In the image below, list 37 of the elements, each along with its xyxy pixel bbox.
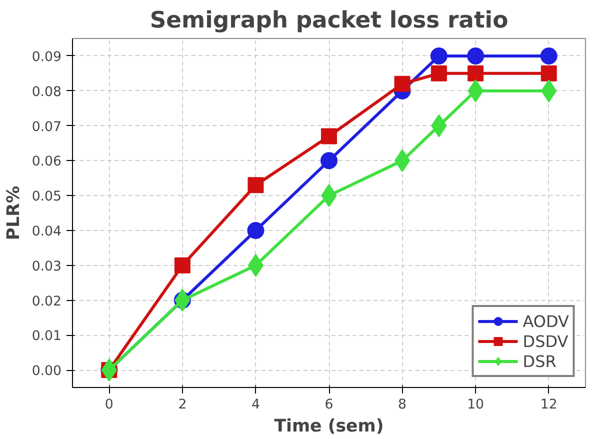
legend-label: AODV: [522, 312, 569, 330]
y-tick-label: 0.07: [32, 120, 62, 135]
point: [394, 76, 410, 92]
point: [248, 254, 264, 277]
y-axis-title: PLR%: [4, 186, 24, 240]
point: [467, 47, 484, 64]
point: [430, 65, 447, 82]
x-tick-label: 0: [104, 398, 114, 412]
point: [540, 65, 557, 82]
x-tick-label: 12: [540, 398, 558, 412]
point: [320, 152, 338, 170]
y-tick-label: 0.05: [32, 190, 62, 205]
legend-label: DSR: [522, 352, 556, 370]
chart-title: Semigraph packet loss ratio: [150, 8, 508, 34]
y-tick-label: 0.09: [32, 50, 62, 65]
x-tick-label: 8: [398, 398, 407, 412]
point: [321, 128, 337, 144]
y-tick-label: 0.00: [32, 364, 62, 380]
point: [248, 177, 264, 194]
point: [468, 65, 484, 82]
y-tick-label: 0.02: [32, 294, 62, 310]
y-tick-label: 0.04: [32, 224, 62, 240]
x-tick-label: 10: [467, 398, 484, 412]
y-tick-label: 0.06: [32, 154, 62, 170]
point: [430, 47, 448, 64]
x-axis-title: Time (sem): [274, 416, 384, 436]
x-tick-label: 6: [324, 398, 334, 412]
point: [394, 149, 410, 172]
y-tick-label: 0.01: [32, 329, 62, 344]
y-tick-label: 0.08: [32, 84, 62, 100]
y-tick-label: 0.03: [32, 259, 62, 274]
x-tick-label: 2: [178, 398, 187, 412]
legend-label: DSDV: [522, 332, 568, 350]
point: [540, 47, 558, 64]
point: [247, 222, 264, 239]
x-tick-label: 4: [251, 398, 260, 412]
point: [174, 257, 190, 274]
